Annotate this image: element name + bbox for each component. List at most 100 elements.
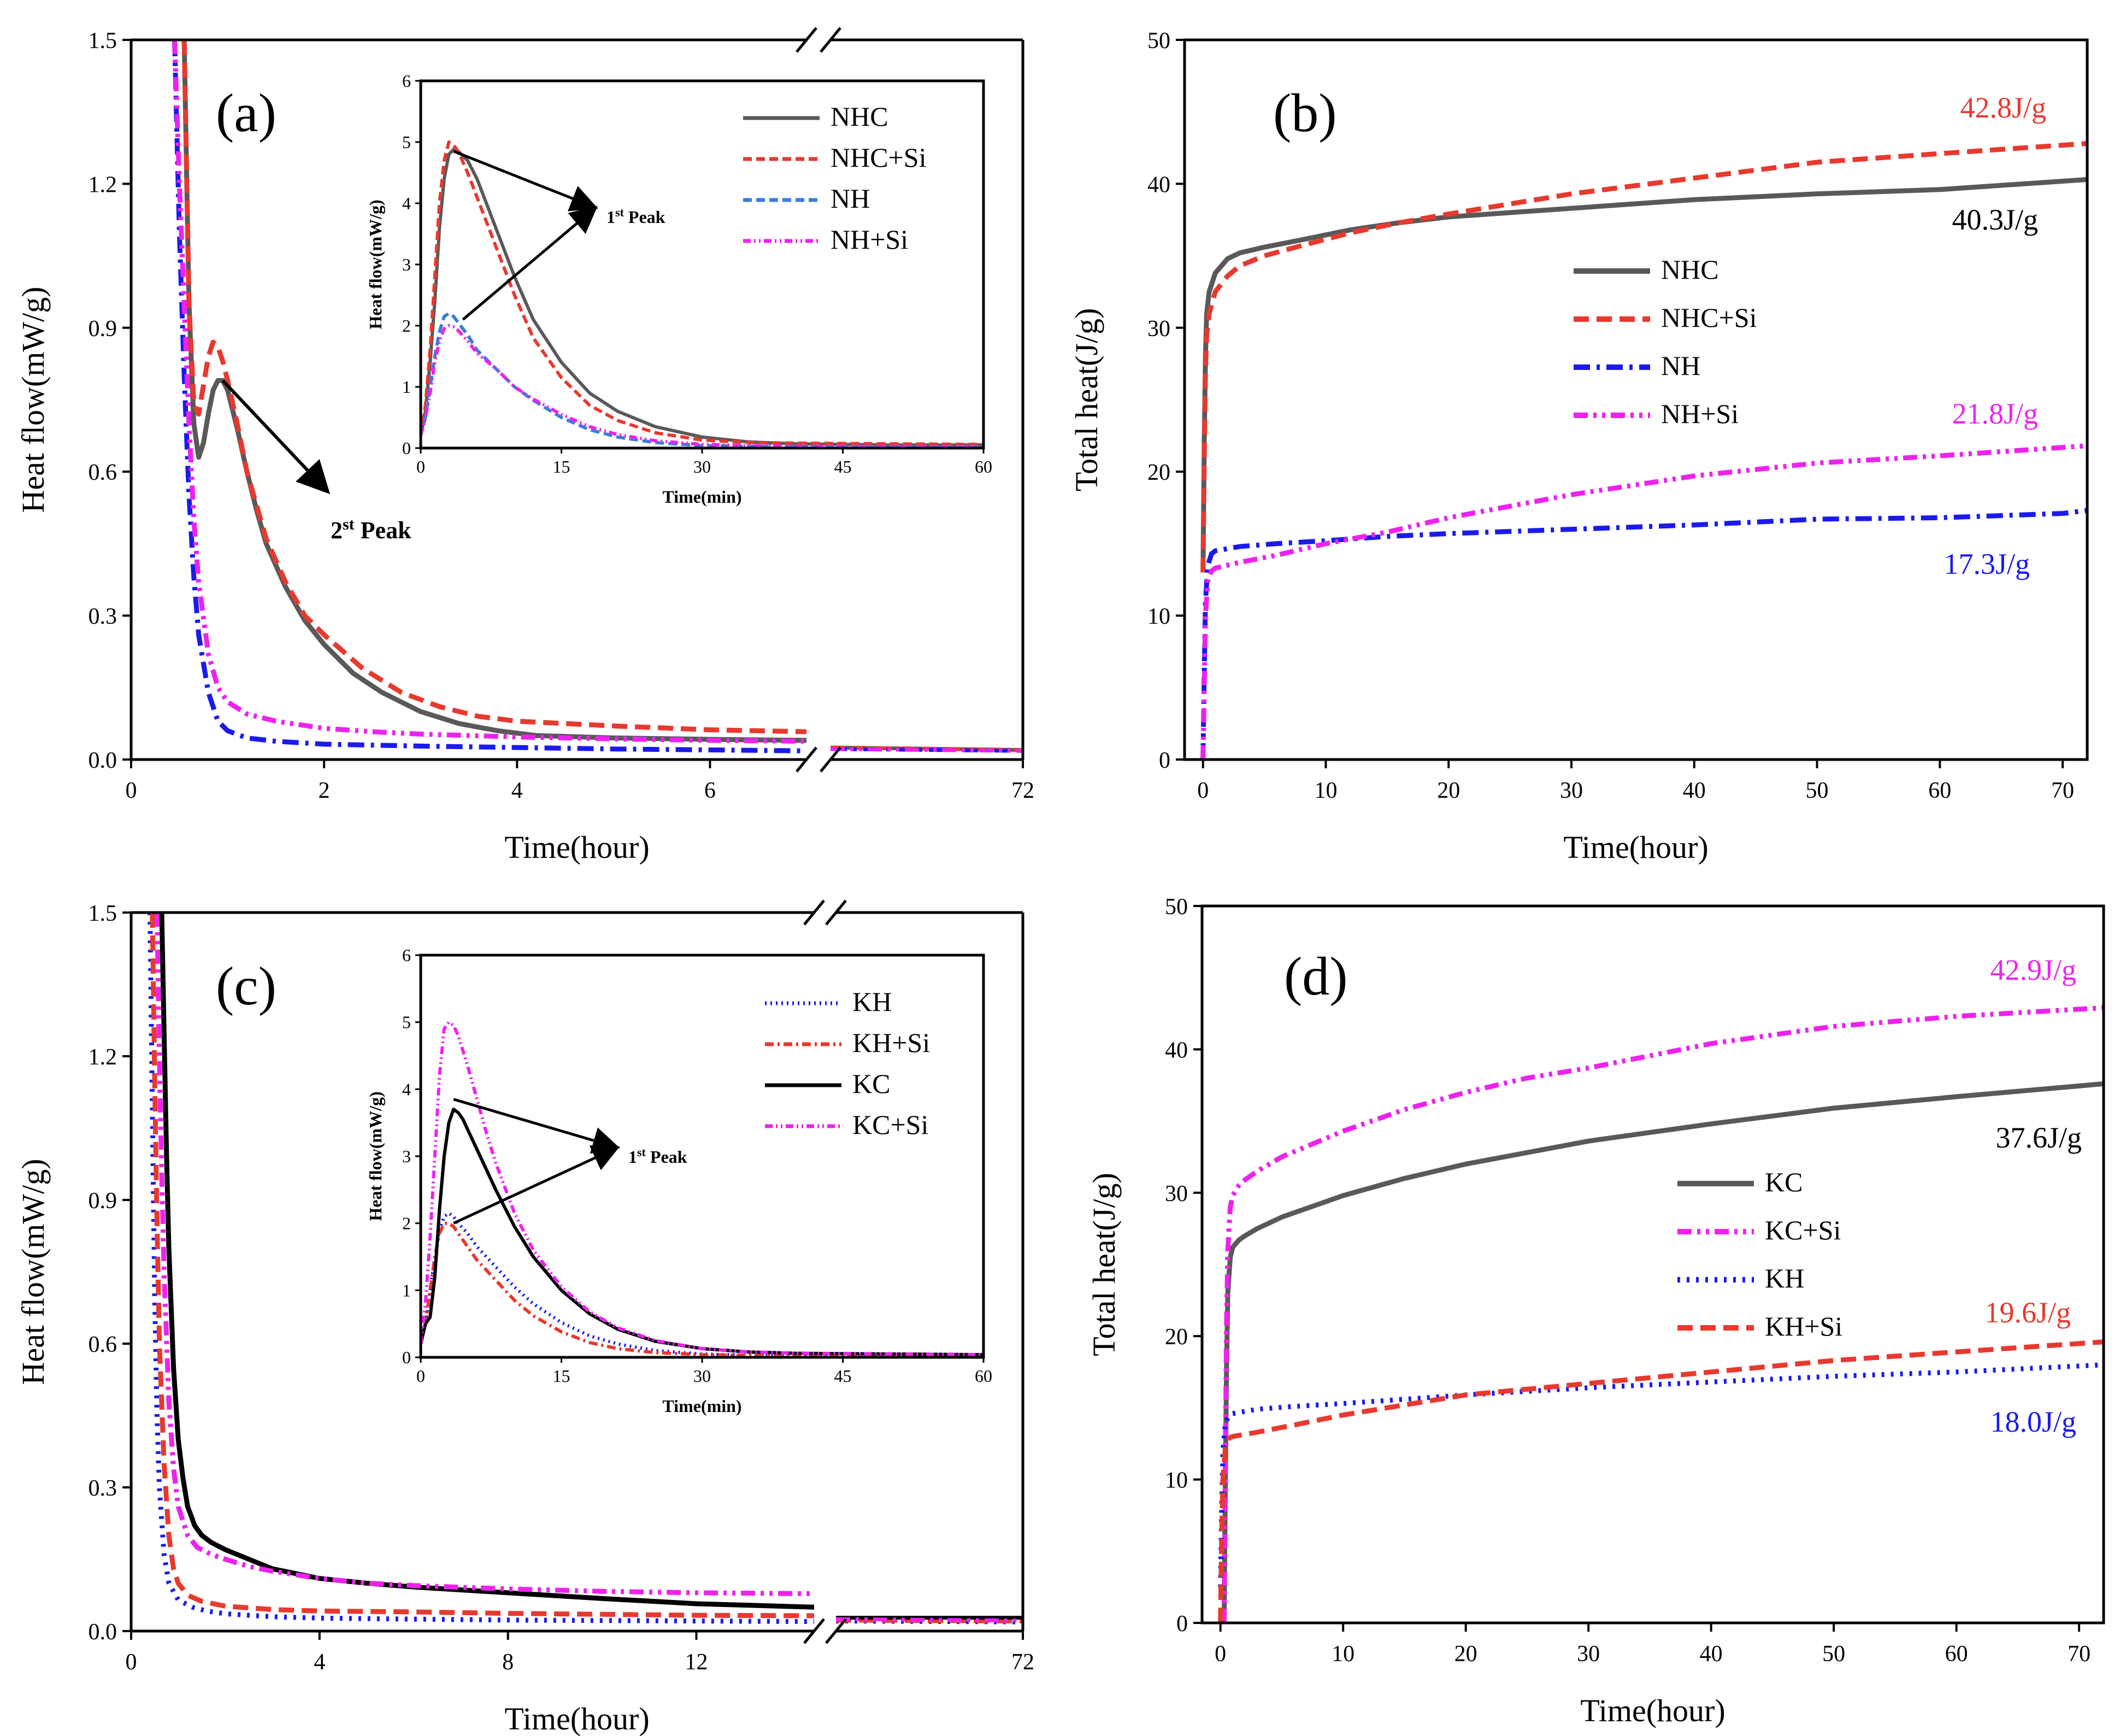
y-tick-label: 20 bbox=[1147, 460, 1170, 485]
y-tick-label: 1.2 bbox=[89, 172, 117, 197]
legend-label: KH bbox=[852, 986, 892, 1017]
x-axis-title: Time(hour) bbox=[1580, 1693, 1725, 1728]
end-value-label: 37.6J/g bbox=[1995, 1121, 2082, 1154]
series-group bbox=[1200, 141, 2087, 760]
break-mark bbox=[803, 1618, 825, 1644]
y-tick-label: 10 bbox=[1147, 604, 1170, 629]
series-group bbox=[172, 40, 806, 754]
x-tick-label: 40 bbox=[1683, 778, 1706, 803]
inset-background bbox=[421, 81, 984, 448]
inset-x-tick-label: 15 bbox=[553, 1366, 570, 1386]
x-tick-label: 50 bbox=[1806, 778, 1829, 803]
end-value-label: 18.0J/g bbox=[1990, 1405, 2076, 1438]
series-line-kc bbox=[159, 913, 814, 1610]
break-mark bbox=[820, 27, 841, 53]
legend-label: KC+Si bbox=[1765, 1215, 1841, 1245]
inset-y-axis-title: Heat flow(mW/g) bbox=[366, 1091, 385, 1221]
break-mark bbox=[825, 899, 847, 926]
inset-y-tick-label: 1 bbox=[402, 1280, 411, 1300]
x-tick-label: 30 bbox=[1560, 778, 1583, 803]
series-line-nhc-plus-si bbox=[181, 40, 806, 734]
x-tick-label: 20 bbox=[1454, 1641, 1477, 1667]
series-group bbox=[148, 913, 814, 1624]
inset-y-tick-label: 0 bbox=[402, 1347, 411, 1367]
y-axis-title: Total heat(J/g) bbox=[1086, 1173, 1122, 1356]
series-line-nhc bbox=[181, 40, 806, 743]
panel-c: 0 4 8 12 720.00.30.60.91.21.5Time(hour)Heat … bbox=[15, 899, 1034, 1736]
axes-frame bbox=[129, 899, 1024, 1644]
y-axis-title: Heat flow(mW/g) bbox=[15, 1159, 51, 1385]
inset-x-tick-label: 30 bbox=[693, 457, 711, 476]
y-tick-label: 20 bbox=[1165, 1325, 1188, 1350]
end-value-label: 42.8J/g bbox=[1960, 91, 2046, 124]
inset-y-axis-title: Heat flow(mW/g) bbox=[366, 199, 385, 329]
break-mark bbox=[796, 746, 817, 773]
y-tick-label: 50 bbox=[1165, 895, 1188, 920]
x-tick-label: 20 bbox=[1437, 778, 1460, 803]
y-tick-label: 30 bbox=[1147, 316, 1170, 342]
axes-frame bbox=[1200, 904, 2105, 1625]
x-axis-title: Time(hour) bbox=[504, 829, 649, 865]
x-tick-label: 60 bbox=[1945, 1641, 1968, 1667]
peak-arrow bbox=[462, 205, 598, 321]
inset-y-tick-label: 4 bbox=[402, 193, 411, 213]
inset-series-line-kc-plus-si bbox=[421, 1020, 984, 1357]
peak-arrow bbox=[453, 150, 598, 211]
inset-series-line-nh bbox=[421, 311, 984, 448]
series-group bbox=[1218, 1005, 2104, 1623]
ticks: 0 2 4 6 72 0.0 0.3 0.6 0.9 1.2 1.5 bbox=[89, 28, 1035, 803]
legend-b: NHC NHC+Si NH NH+Si bbox=[1574, 254, 1757, 429]
legend-label: KC bbox=[1765, 1167, 1803, 1197]
y-tick-label: 50 bbox=[1147, 28, 1170, 54]
x-tick-label: 60 bbox=[1928, 778, 1951, 803]
inset-x-tick-label: 45 bbox=[834, 457, 852, 476]
inset-y-tick-label: 5 bbox=[402, 1013, 411, 1032]
series-line-kc-plus-si bbox=[1221, 1005, 2104, 1623]
axes-frame bbox=[129, 27, 1024, 773]
x-tick-label: 72 bbox=[1011, 778, 1034, 803]
legend-label: NHC bbox=[831, 101, 888, 132]
inset-peak-annotation: 1st Peak bbox=[628, 1145, 687, 1167]
y-tick-label: 0 bbox=[1176, 1611, 1188, 1637]
inset-series-line-nh-plus-si bbox=[421, 324, 984, 448]
x-tick-label: 0 bbox=[126, 778, 137, 803]
inset-series-line-kh bbox=[421, 1211, 984, 1357]
panel-label: (c) bbox=[216, 956, 276, 1016]
frame-box bbox=[1183, 38, 2089, 761]
end-labels-d: 37.6J/g 42.9J/g 18.0J/g 19.6J/g bbox=[1984, 954, 2082, 1438]
x-tick-label: 10 bbox=[1332, 1641, 1355, 1667]
inset-series-group bbox=[421, 140, 984, 448]
inset-y-tick-label: 3 bbox=[402, 255, 411, 274]
inset-x-tick-label: 15 bbox=[553, 457, 570, 476]
x-tick-label: 4 bbox=[511, 778, 523, 803]
x-tick-label: 70 bbox=[2068, 1641, 2090, 1667]
series-line-nh bbox=[172, 40, 806, 754]
inset-peak-annotation: 1st Peak bbox=[606, 205, 666, 227]
inset-x-tick-label: 60 bbox=[975, 457, 992, 476]
inset-x-tick-label: 30 bbox=[693, 1366, 711, 1386]
inset-y-tick-label: 5 bbox=[402, 132, 411, 152]
y-tick-label: 1.2 bbox=[89, 1045, 117, 1070]
legend-label: NHC+Si bbox=[1661, 302, 1757, 333]
inset-y-tick-label: 2 bbox=[402, 1214, 411, 1233]
series-line-kh bbox=[148, 913, 814, 1624]
break-mark bbox=[803, 899, 825, 926]
break-mark bbox=[796, 27, 817, 53]
x-tick-label: 72 bbox=[1011, 1650, 1034, 1675]
inset-x-tick-label: 0 bbox=[416, 457, 425, 476]
legend-label: KH bbox=[1765, 1263, 1804, 1293]
end-value-label: 19.6J/g bbox=[1984, 1296, 2071, 1329]
ticks: 0 10 20 30 40 50 60 70 0 10 20 30 40 50 bbox=[1165, 895, 2090, 1667]
y-tick-label: 0 bbox=[1159, 748, 1170, 773]
legend-label: NH+Si bbox=[1661, 398, 1739, 429]
inset-y-tick-label: 2 bbox=[402, 316, 411, 336]
y-tick-label: 0.0 bbox=[89, 1620, 117, 1645]
inset-x-tick-label: 45 bbox=[834, 1366, 852, 1386]
legend-a: NHC NHC+Si NH NH+Si bbox=[743, 101, 926, 255]
series-line-nh bbox=[1200, 508, 2087, 760]
panel-label: (a) bbox=[216, 83, 276, 143]
inset-y-tick-label: 0 bbox=[402, 438, 411, 458]
x-tick-label: 12 bbox=[685, 1650, 708, 1675]
